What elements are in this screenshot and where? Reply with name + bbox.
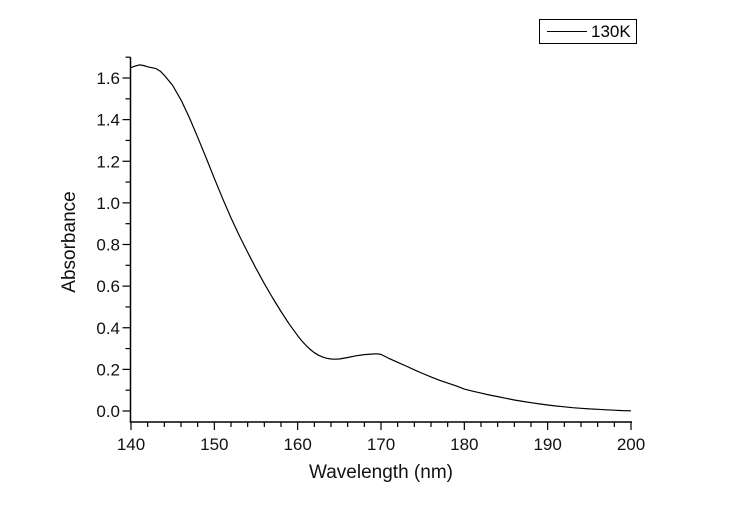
legend-label: 130K — [591, 22, 631, 41]
tick-label: 140 — [117, 435, 145, 454]
tick-label: 0.2 — [96, 360, 120, 379]
legend: 130K — [539, 19, 637, 44]
tick-label: 190 — [533, 435, 561, 454]
x-axis-title: Wavelength (nm) — [309, 462, 453, 483]
tick-label: 160 — [283, 435, 311, 454]
tick-label: 200 — [617, 435, 645, 454]
tick-label: 150 — [200, 435, 228, 454]
tick-label: 0.6 — [96, 277, 120, 296]
y-axis-title: Absorbance — [59, 191, 80, 292]
tick-label: 0.8 — [96, 236, 120, 255]
tick-label: 1.4 — [96, 111, 120, 130]
tick-label: 180 — [450, 435, 478, 454]
tick-label: 0.0 — [96, 402, 120, 421]
tick-label: 1.2 — [96, 152, 120, 171]
tick-label: 170 — [367, 435, 395, 454]
tick-label: 0.4 — [96, 319, 120, 338]
data-curve-130K — [130, 64, 632, 412]
tick-label: 1.0 — [96, 194, 120, 213]
legend-line-sample-icon — [547, 31, 587, 32]
tick-label: 1.6 — [96, 69, 120, 88]
